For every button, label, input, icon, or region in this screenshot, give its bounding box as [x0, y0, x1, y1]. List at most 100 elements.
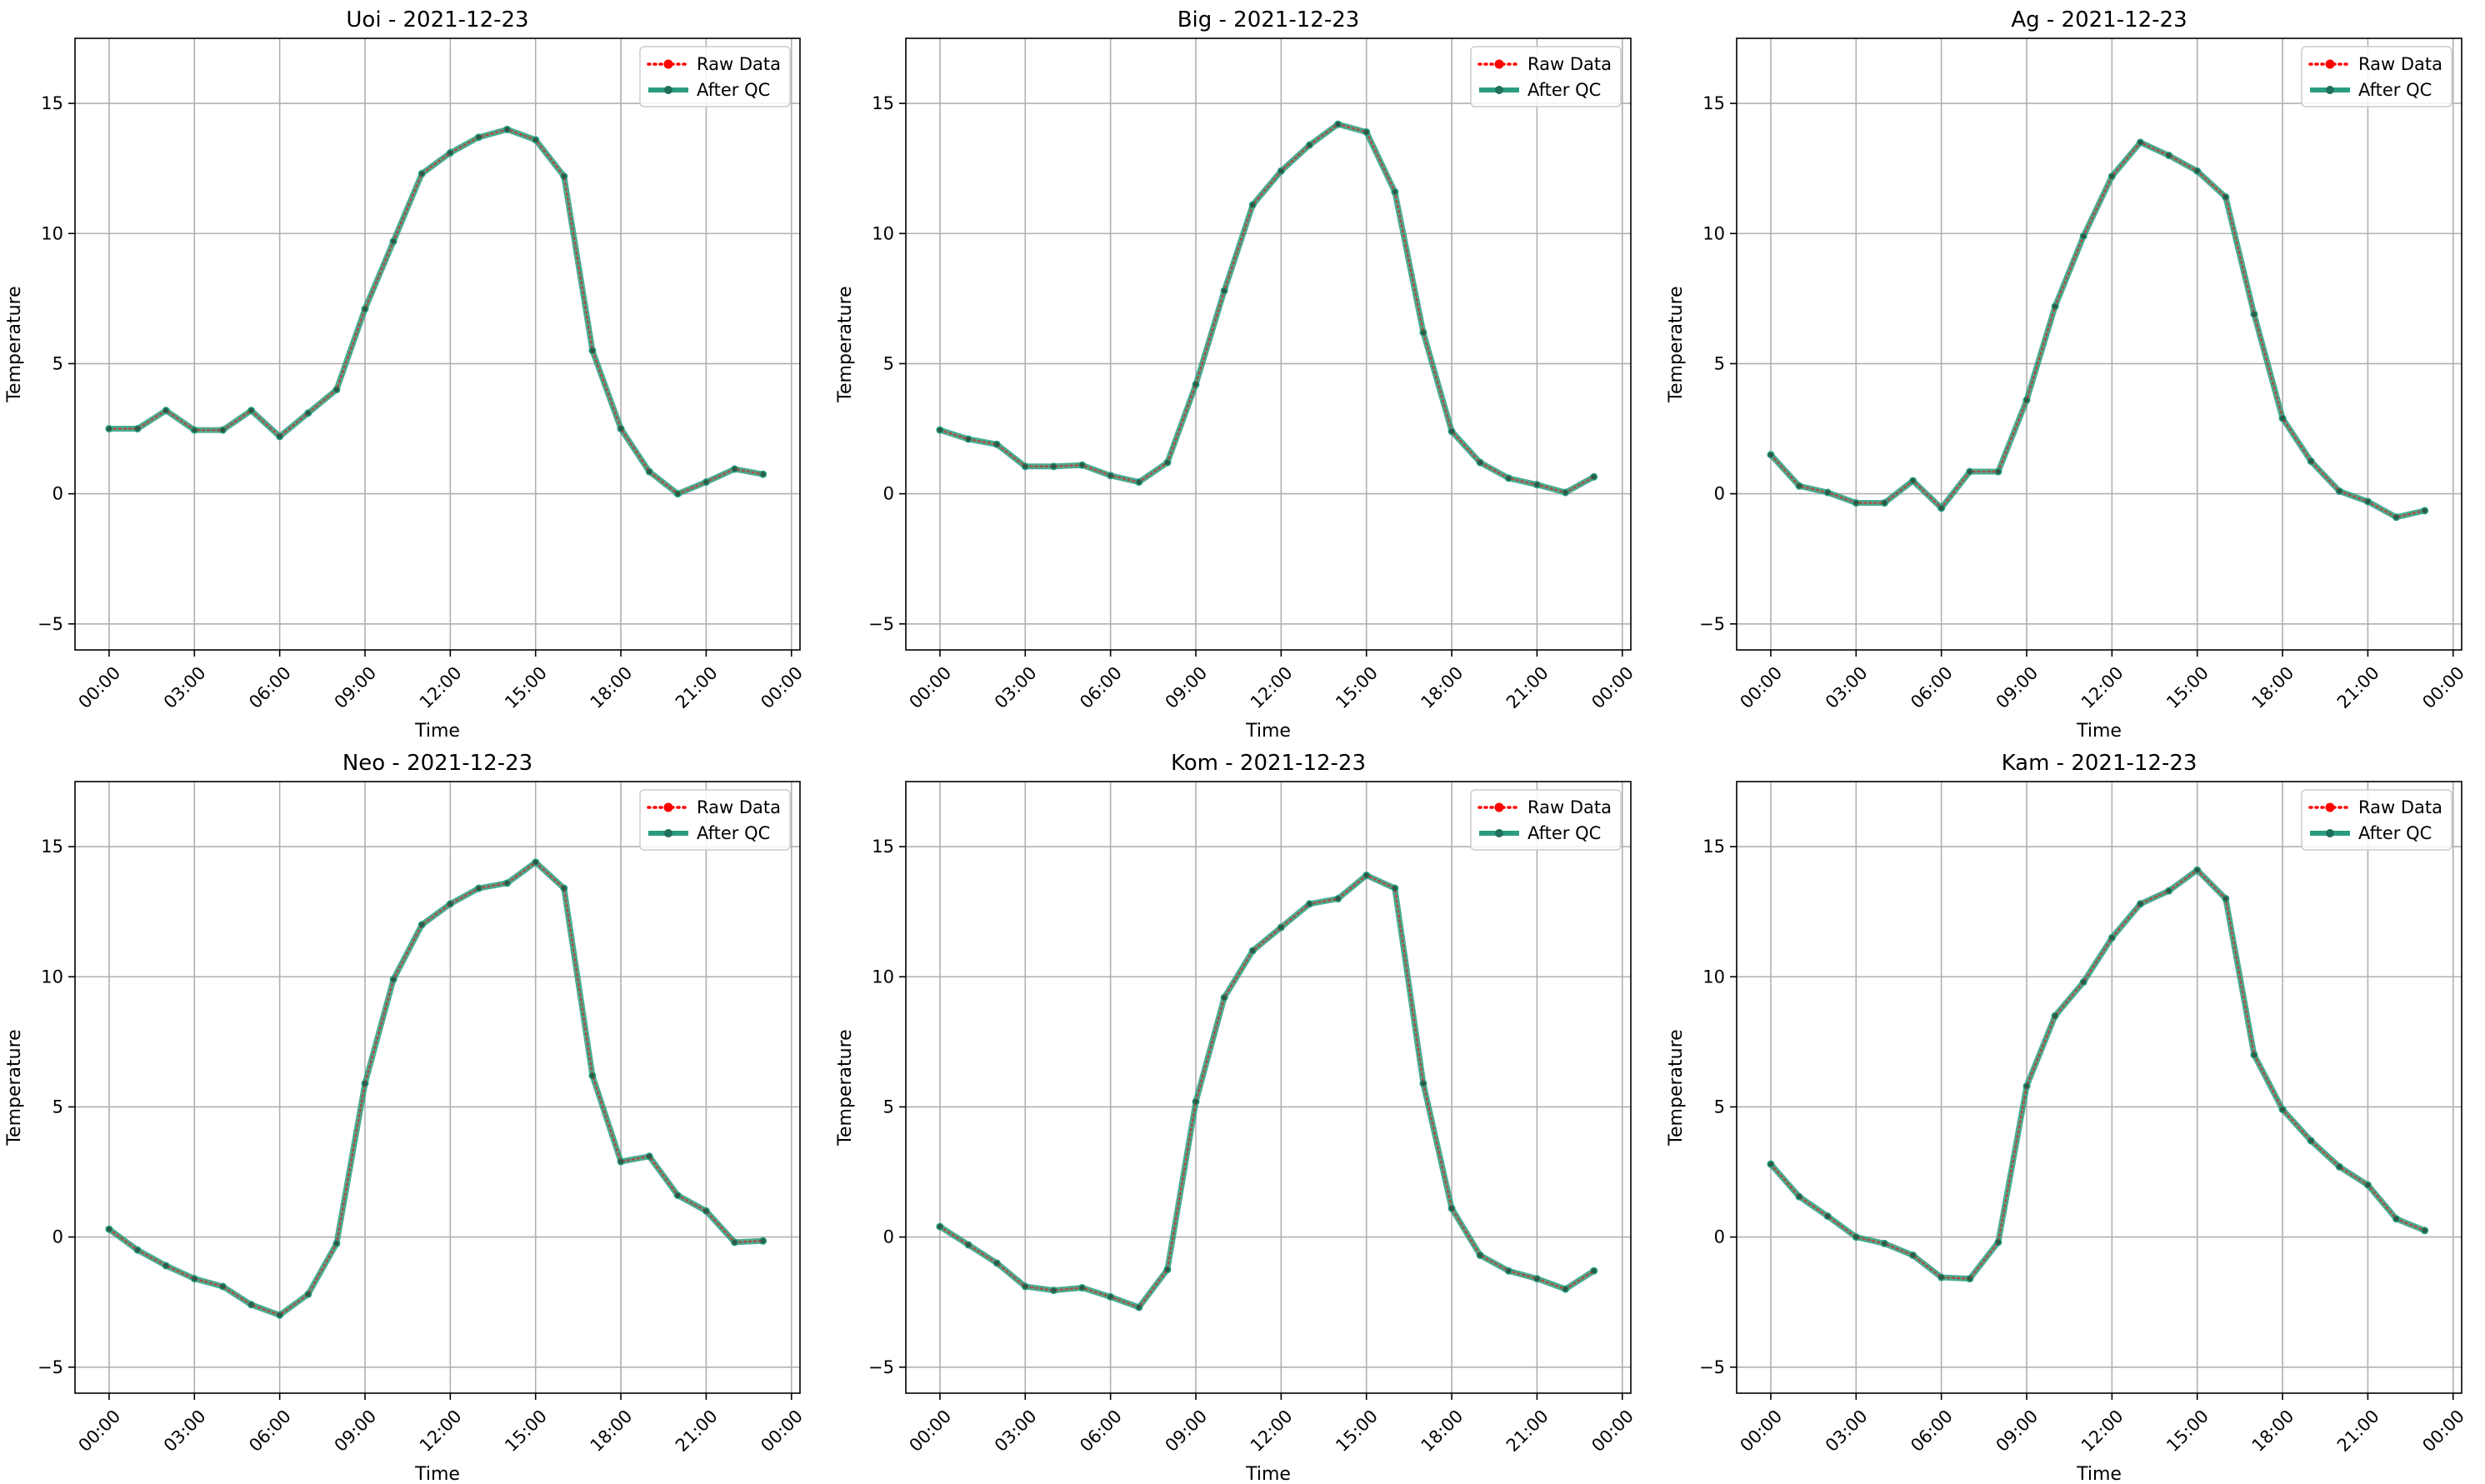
raw-data-point [1250, 948, 1256, 954]
raw-data-point [589, 347, 595, 353]
x-tick-label: 12:00 [2078, 1406, 2128, 1456]
raw-data-point [1022, 1283, 1028, 1289]
raw-data-point [1562, 490, 1568, 496]
series-line-raw-data [938, 122, 1595, 494]
x-tick-label: 12:00 [1247, 662, 1297, 712]
legend: Raw Data After QC [2301, 46, 2452, 107]
y-tick-label: 15 [872, 837, 894, 857]
plot-frame [74, 781, 801, 1394]
series-line-raw-data [108, 861, 764, 1317]
x-tick-label: 15:00 [2162, 662, 2212, 712]
y-tick-label: 0 [52, 484, 63, 504]
chart-title: Uoi - 2021-12-23 [346, 7, 528, 32]
raw-data-point [2308, 1138, 2314, 1144]
raw-data-point [589, 1072, 595, 1078]
raw-data-point [618, 426, 624, 432]
raw-data-point [1449, 1206, 1455, 1212]
raw-data-point [966, 1242, 972, 1247]
y-axis-label: Temperature [835, 1029, 856, 1146]
legend-raw-data-label: Raw Data [697, 797, 781, 817]
raw-data-point [1591, 474, 1597, 480]
y-tick-label: −5 [868, 614, 894, 634]
x-tick-label: 06:00 [1907, 1406, 1957, 1456]
raw-data-point [732, 1239, 738, 1245]
raw-data-point [1193, 1099, 1198, 1105]
x-tick-label: 00:00 [2418, 662, 2468, 712]
x-tick-label: 18:00 [1418, 1406, 1468, 1456]
x-tick-label: 00:00 [757, 662, 807, 712]
raw-data-point [504, 880, 510, 886]
y-tick-label: 10 [1702, 223, 1725, 243]
raw-data-point [1591, 1268, 1597, 1274]
legend-raw-data-marker [663, 59, 673, 69]
x-tick-label: 03:00 [1822, 1406, 1872, 1456]
plot-frame [905, 781, 1632, 1394]
raw-data-point [220, 1283, 226, 1289]
raw-data-point [1222, 995, 1228, 1001]
raw-data-point [2166, 152, 2172, 158]
raw-data-point [966, 437, 972, 442]
raw-data-point [2081, 233, 2087, 239]
y-tick-label: 0 [1714, 1227, 1725, 1247]
raw-data-point [2337, 1164, 2342, 1170]
y-tick-label: −5 [868, 1357, 894, 1377]
raw-data-point [1995, 1239, 2001, 1245]
x-tick-label: 00:00 [905, 662, 955, 712]
raw-data-point [703, 1208, 709, 1214]
raw-data-point [2365, 1182, 2371, 1188]
legend-after-qc-marker [2326, 86, 2334, 94]
y-axis-label: Temperature [1666, 1029, 1687, 1146]
plot-frame [1736, 781, 2462, 1394]
raw-data-point [994, 1260, 1000, 1266]
x-tick-label: 06:00 [1076, 1406, 1126, 1456]
chart-panel-5: −5 0 5 10 15 00:00 03:00 06:00 09:00 12:00 15:00 18… [835, 751, 1638, 1484]
y-tick-label: 0 [1714, 484, 1725, 504]
raw-data-point [532, 137, 538, 142]
x-tick-label: 21:00 [672, 1406, 722, 1456]
y-tick-label: 5 [1714, 353, 1725, 373]
chart-title: Kom - 2021-12-23 [1171, 751, 1366, 776]
y-tick-label: 15 [1702, 837, 1725, 857]
x-tick-label: 15:00 [501, 1406, 551, 1456]
chart-panel-6: −5 0 5 10 15 00:00 03:00 06:00 09:00 12:00 15:00 18… [1666, 751, 2468, 1484]
x-tick-label: 00:00 [74, 1406, 124, 1456]
legend-after-qc-marker [2326, 829, 2334, 837]
raw-data-point [2251, 312, 2257, 317]
y-tick-label: 10 [872, 967, 894, 987]
raw-data-point [448, 150, 453, 156]
raw-data-point [2109, 935, 2115, 941]
raw-data-point [760, 1238, 766, 1244]
raw-data-point [1910, 1252, 1916, 1258]
x-tick-label: 12:00 [416, 1406, 466, 1456]
x-tick-label: 21:00 [1502, 662, 1552, 712]
raw-data-point [248, 1302, 254, 1307]
raw-data-point [1910, 477, 1916, 483]
raw-data-point [675, 491, 681, 497]
raw-data-point [1420, 1081, 1426, 1087]
x-tick-label: 09:00 [1992, 662, 2042, 712]
series-line-after-qc [106, 126, 767, 497]
raw-data-point [1420, 329, 1426, 335]
legend-raw-data-label: Raw Data [1528, 54, 1612, 74]
legend-after-qc-label: After QC [697, 80, 770, 100]
x-tick-label: 09:00 [1992, 1406, 2042, 1456]
raw-data-point [937, 427, 942, 433]
raw-data-point [2138, 139, 2143, 145]
raw-data-point [1022, 463, 1028, 469]
chart-title: Big - 2021-12-23 [1178, 7, 1360, 32]
raw-data-point [2052, 1013, 2058, 1019]
x-tick-label: 00:00 [757, 1406, 807, 1456]
legend: Raw Data After QC [639, 46, 791, 107]
raw-data-point [192, 427, 198, 433]
x-tick-label: 21:00 [2333, 1406, 2383, 1456]
x-tick-label: 12:00 [1247, 1406, 1297, 1456]
raw-data-point [2251, 1052, 2257, 1057]
raw-data-point [1478, 460, 1483, 466]
x-tick-label: 09:00 [331, 1406, 381, 1456]
x-tick-label: 00:00 [1588, 1406, 1638, 1456]
y-tick-label: 0 [883, 484, 894, 504]
x-tick-label: 00:00 [905, 1406, 955, 1456]
x-tick-label: 18:00 [2248, 662, 2298, 712]
x-tick-label: 21:00 [2333, 662, 2383, 712]
series-line-after-qc [937, 121, 1598, 496]
